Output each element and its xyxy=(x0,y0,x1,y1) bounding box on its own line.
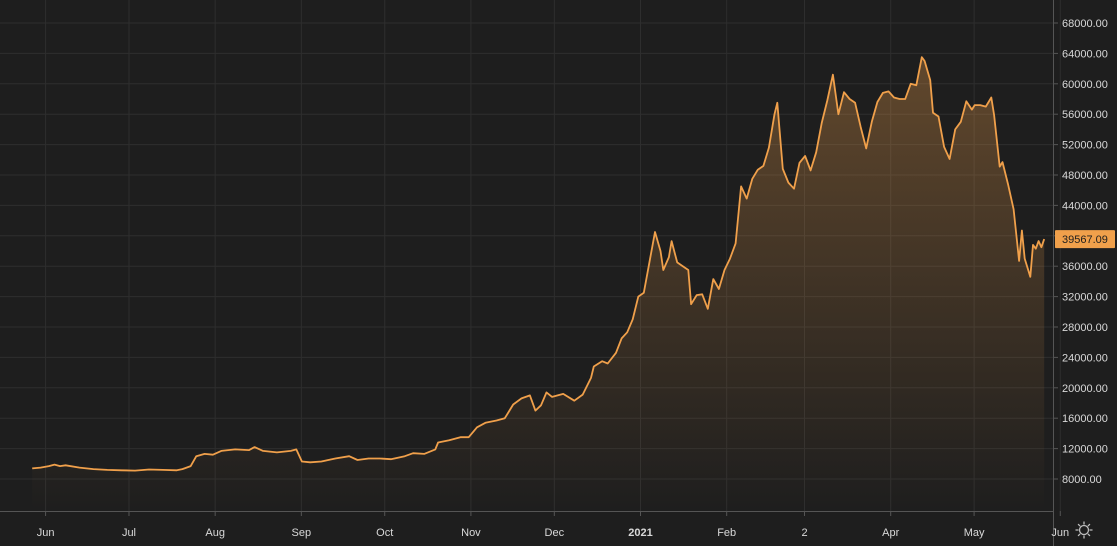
x-tick-label: Jun xyxy=(1051,527,1069,539)
y-tick-label: 44000.00 xyxy=(1062,200,1108,212)
x-tick-label: Apr xyxy=(882,527,899,539)
y-tick-label: 68000.00 xyxy=(1062,18,1108,30)
x-tick-label: Jul xyxy=(122,527,136,539)
x-tick-label: Dec xyxy=(545,527,565,539)
x-tick-label: Feb xyxy=(717,527,736,539)
last-price-label: 39567.09 xyxy=(1062,234,1108,246)
y-tick-label: 64000.00 xyxy=(1062,48,1108,60)
price-series-line xyxy=(32,56,1046,472)
y-tick-label: 24000.00 xyxy=(1062,352,1108,364)
y-tick-label: 56000.00 xyxy=(1062,109,1108,121)
y-tick-label: 52000.00 xyxy=(1062,140,1108,152)
x-tick-label: 2 xyxy=(801,527,807,539)
y-tick-label: 16000.00 xyxy=(1062,413,1108,425)
last-price-marker: 39567.09 xyxy=(1055,230,1115,249)
x-tick-label: 2021 xyxy=(628,527,652,539)
y-tick-label: 12000.00 xyxy=(1062,444,1108,456)
last-price-badge xyxy=(1055,230,1115,249)
x-tick-label: Jun xyxy=(37,527,55,539)
gear-icon[interactable] xyxy=(1075,521,1093,539)
x-tick-label: May xyxy=(964,527,985,539)
y-tick-label: 48000.00 xyxy=(1062,170,1108,182)
y-tick-label: 60000.00 xyxy=(1062,79,1108,91)
x-tick-label: Nov xyxy=(461,527,481,539)
y-tick-label: 32000.00 xyxy=(1062,292,1108,304)
y-tick-label: 20000.00 xyxy=(1062,383,1108,395)
price-area-fill xyxy=(32,57,1045,511)
x-axis[interactable]: Jun Jul Aug Sep Oct Nov Dec 2021 Feb 2 Apr May Jun xyxy=(0,511,1069,539)
x-tick-label: Aug xyxy=(205,527,225,539)
y-tick-label: 28000.00 xyxy=(1062,322,1108,334)
y-tick-label: 8000.00 xyxy=(1062,474,1102,486)
y-tick-label: 36000.00 xyxy=(1062,261,1108,273)
x-tick-label: Oct xyxy=(376,527,393,539)
x-tick-label: Sep xyxy=(292,527,312,539)
